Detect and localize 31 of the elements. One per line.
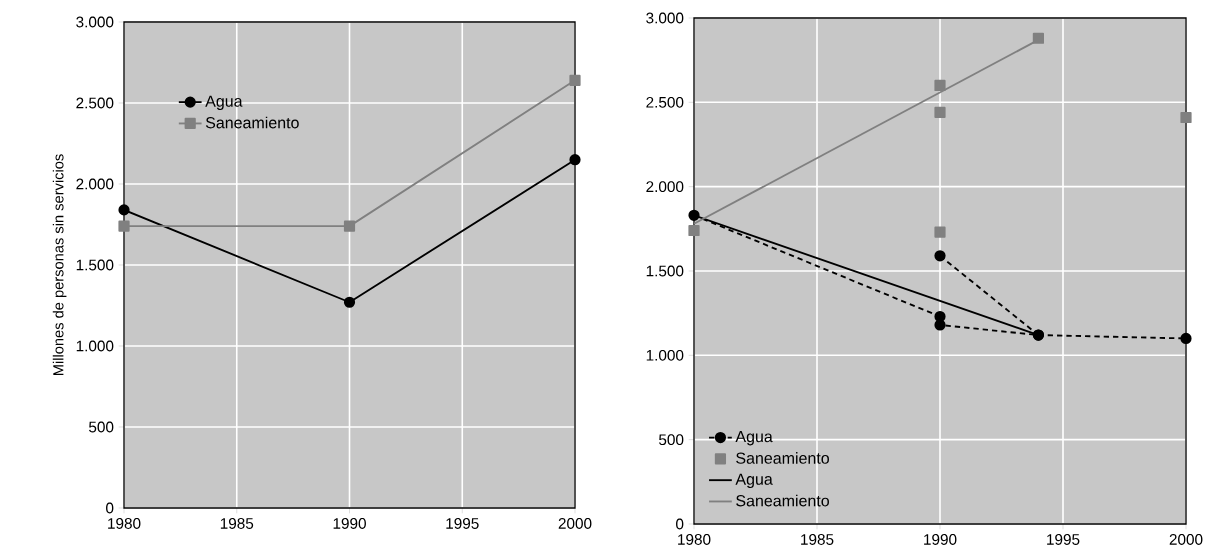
x-tick-label: 1995 xyxy=(446,518,479,529)
y-tick-label: 0 xyxy=(676,518,684,530)
y-tick-label: 2.500 xyxy=(646,96,684,108)
x-tick-label: 1985 xyxy=(220,518,254,529)
x-tick-label: 1995 xyxy=(1047,534,1080,545)
y-tick-label: 1.000 xyxy=(646,349,684,361)
legend-label: Saneamiento xyxy=(205,116,299,129)
x-tick-label: 1980 xyxy=(108,518,141,529)
y-tick-label: 2.000 xyxy=(646,181,684,193)
x-tick-label: 1990 xyxy=(924,534,957,545)
legend-label: Saneamiento xyxy=(736,494,829,507)
y-tick-label: 1.000 xyxy=(76,340,114,352)
y-tick-label: 2.500 xyxy=(76,97,114,109)
legend-label: Saneamiento xyxy=(736,452,829,464)
legend-label: Agua xyxy=(735,473,773,488)
y-tick-label: 2.000 xyxy=(76,178,114,190)
y-tick-label: 0 xyxy=(106,502,114,514)
y-axis-title: Millones de personas sin servicios xyxy=(52,154,67,376)
y-tick-label: 3.000 xyxy=(646,12,684,24)
x-tick-label: 1985 xyxy=(801,534,834,545)
x-tick-label: 1990 xyxy=(333,518,366,529)
y-tick-label: 1.500 xyxy=(76,259,114,271)
y-tick-label: 500 xyxy=(88,421,114,433)
legend-label: Agua xyxy=(205,95,243,110)
y-tick-label: 500 xyxy=(658,434,684,446)
x-tick-label: 2000 xyxy=(1169,534,1203,545)
legend-label: Agua xyxy=(735,431,773,446)
x-tick-label: 2000 xyxy=(558,518,592,529)
y-tick-label: 1.500 xyxy=(646,265,684,277)
x-tick-label: 1980 xyxy=(678,534,711,545)
y-tick-label: 3.000 xyxy=(76,16,114,28)
